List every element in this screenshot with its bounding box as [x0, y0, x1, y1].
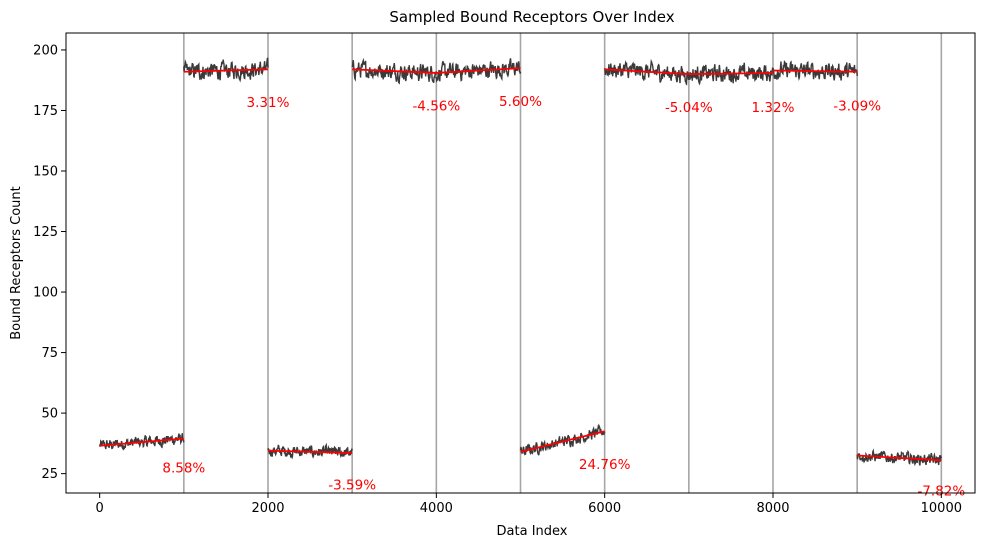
trend-line-7: [688, 72, 774, 76]
trend-line-6: [604, 68, 689, 76]
trend-pct-label-1: 3.31%: [247, 95, 290, 111]
series-segment-4: [435, 58, 522, 83]
y-tick-label-5: 150: [33, 165, 58, 180]
trend-line-9: [857, 454, 942, 462]
trend-pct-label-2: -3.59%: [328, 478, 376, 494]
trend-pct-label-0: 8.58%: [162, 461, 205, 477]
y-axis-label: Bound Receptors Count: [9, 186, 24, 340]
x-tick-label-4: 8000: [756, 501, 789, 516]
y-tick-label-3: 100: [33, 286, 58, 301]
y-tick-label-0: 25: [41, 467, 58, 482]
trend-pct-label-8: -3.09%: [833, 99, 881, 115]
y-tick-label-7: 200: [33, 43, 58, 58]
series-segment-1: [183, 57, 269, 83]
trend-line-8: [772, 69, 858, 73]
x-tick-label-3: 6000: [588, 501, 621, 516]
trend-line-5: [520, 430, 605, 453]
axes-frame: [65, 32, 976, 494]
trend-line-1: [183, 68, 269, 73]
x-tick-label-0: 0: [96, 501, 104, 516]
y-tick-label-4: 125: [33, 225, 58, 240]
trend-pct-label-6: -5.04%: [665, 100, 713, 116]
trend-line-4: [436, 67, 521, 74]
x-axis-label: Data Index: [497, 524, 568, 539]
x-tick-label-1: 2000: [251, 501, 284, 516]
y-tick-label-6: 175: [33, 104, 58, 119]
series-segment-7: [688, 62, 774, 86]
series-segment-3: [351, 57, 437, 85]
trend-pct-label-5: 24.76%: [579, 457, 631, 473]
plot-area: 8.58% 3.31% -3.59% -4.56% 5.60% 24.76% -5.04% 1…: [33, 32, 976, 516]
trend-pct-label-3: -4.56%: [412, 99, 460, 115]
trend-line-0: [99, 437, 184, 447]
x-tick-label-5: 10000: [921, 501, 962, 516]
trend-line-2: [267, 449, 353, 454]
y-tick-label-1: 50: [41, 407, 58, 422]
trend-line-3: [352, 68, 437, 74]
trend-pct-label-9: -7.82%: [917, 484, 965, 500]
y-tick-label-2: 75: [41, 346, 58, 361]
series-segment-5: [519, 423, 606, 456]
x-tick-label-2: 4000: [420, 501, 453, 516]
series-segment-2: [267, 442, 353, 460]
trend-pct-label-4: 5.60%: [499, 94, 542, 110]
trend-pct-label-7: 1.32%: [752, 100, 795, 116]
series-segment-0: [99, 433, 185, 451]
chart-title: Sampled Bound Receptors Over Index: [389, 8, 674, 26]
